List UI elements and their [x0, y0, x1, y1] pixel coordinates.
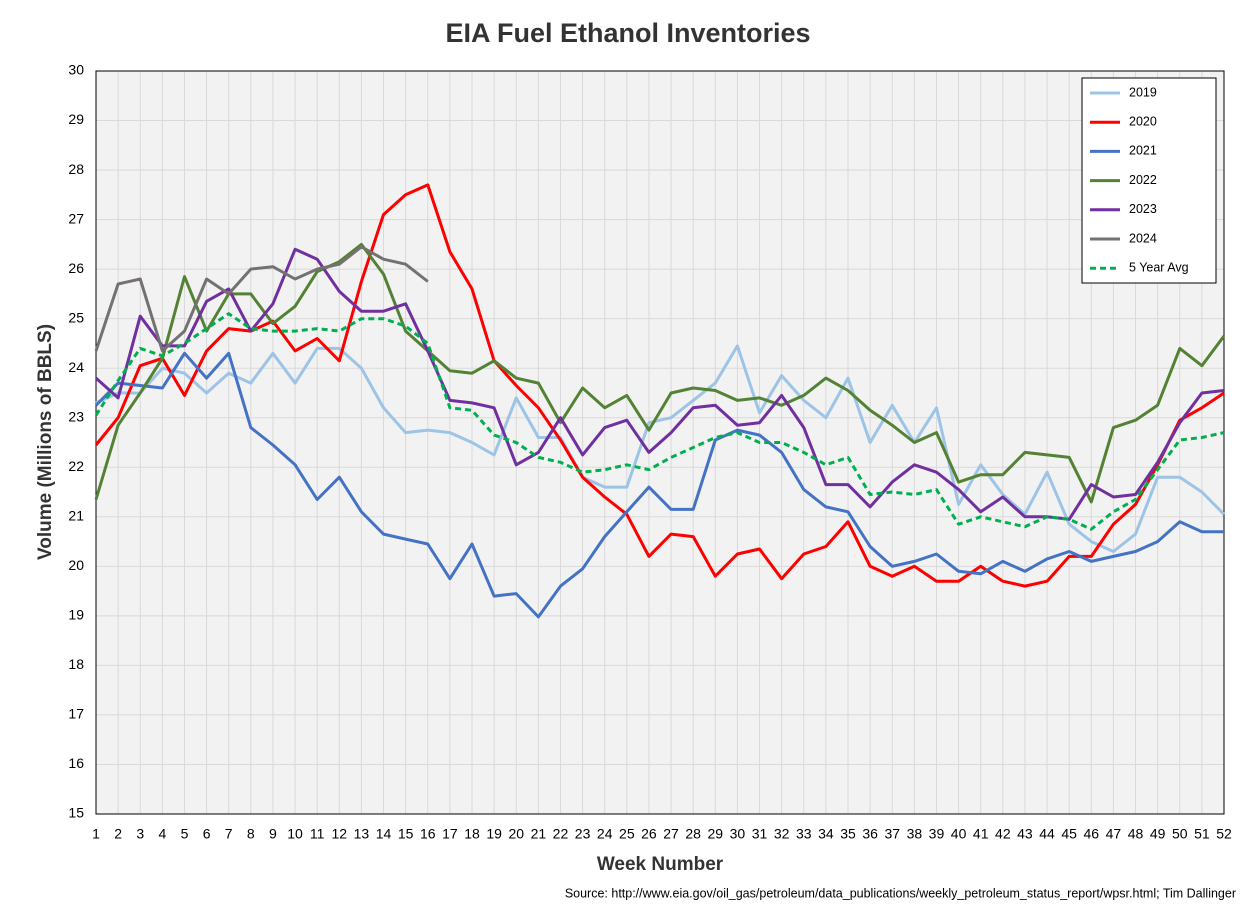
x-tick-label: 4 [158, 826, 166, 842]
x-tick-label: 38 [907, 826, 923, 842]
y-tick-label: 26 [68, 260, 84, 276]
x-tick-label: 30 [730, 826, 746, 842]
x-tick-label: 7 [225, 826, 233, 842]
x-tick-label: 19 [486, 826, 502, 842]
x-tick-label: 47 [1106, 826, 1122, 842]
y-tick-label: 27 [68, 210, 84, 226]
series-line [94, 245, 429, 353]
x-tick-label: 24 [597, 826, 613, 842]
y-tick-label: 23 [68, 408, 84, 424]
y-tick-label: 28 [68, 161, 84, 177]
legend-label: 2021 [1129, 144, 1157, 158]
x-tick-label: 42 [995, 826, 1011, 842]
x-tick-label: 27 [663, 826, 679, 842]
y-tick-label: 29 [68, 111, 84, 127]
x-axis-label: Week Number [597, 854, 724, 875]
y-axis-label: Volume (Millions of BBLS) [35, 324, 56, 560]
series-line [94, 247, 1225, 521]
x-tick-label: 52 [1216, 826, 1232, 842]
chart-title: EIA Fuel Ethanol Inventories [445, 18, 810, 48]
x-tick-label: 28 [685, 826, 701, 842]
x-tick-label: 6 [203, 826, 211, 842]
series-line [94, 183, 1225, 588]
x-tick-label: 9 [269, 826, 277, 842]
legend-label: 2020 [1129, 114, 1157, 128]
x-tick-label: 3 [136, 826, 144, 842]
series-line [94, 242, 1226, 504]
x-tick-label: 2 [114, 826, 122, 842]
series-line [94, 351, 1224, 619]
y-tick-label: 15 [68, 805, 84, 821]
x-tick-label: 20 [508, 826, 524, 842]
series-line [95, 344, 1226, 553]
y-tick-label: 16 [68, 755, 84, 771]
x-tick-label: 33 [796, 826, 812, 842]
x-tick-label: 41 [973, 826, 989, 842]
x-tick-label: 11 [310, 826, 325, 842]
x-tick-label: 13 [354, 826, 370, 842]
legend-label: 2024 [1129, 231, 1157, 245]
x-tick-label: 35 [840, 826, 856, 842]
x-tick-label: 45 [1061, 826, 1077, 842]
x-tick-label: 32 [774, 826, 790, 842]
x-tick-label: 23 [575, 826, 591, 842]
y-tick-label: 21 [68, 508, 84, 524]
x-tick-label: 50 [1172, 826, 1188, 842]
x-tick-label: 44 [1039, 826, 1055, 842]
x-tick-label: 43 [1017, 826, 1033, 842]
y-tick-label: 22 [68, 458, 84, 474]
y-tick-label: 20 [68, 557, 84, 573]
series-line [94, 312, 1225, 531]
legend-label: 2019 [1129, 85, 1157, 99]
y-tick-label: 25 [68, 309, 84, 325]
y-tick-label: 30 [68, 62, 84, 78]
x-tick-label: 49 [1150, 826, 1166, 842]
x-tick-label: 5 [181, 826, 189, 842]
x-tick-label: 1 [92, 826, 100, 842]
x-tick-label: 37 [884, 826, 900, 842]
y-tick-label: 19 [68, 607, 84, 623]
x-tick-label: 51 [1194, 826, 1210, 842]
x-tick-label: 40 [951, 826, 967, 842]
x-tick-label: 14 [376, 826, 392, 842]
legend-label: 2023 [1129, 202, 1157, 216]
x-tick-label: 34 [818, 826, 834, 842]
x-tick-label: 17 [442, 826, 458, 842]
x-tick-label: 31 [752, 826, 768, 842]
source-note: Source: http://www.eia.gov/oil_gas/petro… [565, 886, 1236, 900]
x-tick-label: 10 [287, 826, 303, 842]
legend-label: 5 Year Avg [1129, 260, 1189, 274]
x-tick-label: 25 [619, 826, 635, 842]
x-tick-label: 26 [641, 826, 657, 842]
x-tick-label: 48 [1128, 826, 1144, 842]
plot-border [95, 70, 1225, 815]
y-tick-label: 17 [68, 706, 84, 722]
x-tick-label: 18 [464, 826, 480, 842]
y-tick-label: 24 [68, 359, 84, 375]
x-tick-label: 22 [553, 826, 569, 842]
x-tick-label: 21 [531, 826, 547, 842]
x-tick-label: 16 [420, 826, 436, 842]
x-tick-label: 15 [398, 826, 414, 842]
x-tick-label: 46 [1084, 826, 1100, 842]
x-tick-label: 8 [247, 826, 255, 842]
y-tick-label: 18 [68, 656, 84, 672]
x-tick-label: 39 [929, 826, 945, 842]
x-tick-label: 29 [708, 826, 724, 842]
x-tick-label: 12 [332, 826, 348, 842]
x-tick-label: 36 [862, 826, 878, 842]
legend-label: 2022 [1129, 173, 1157, 187]
